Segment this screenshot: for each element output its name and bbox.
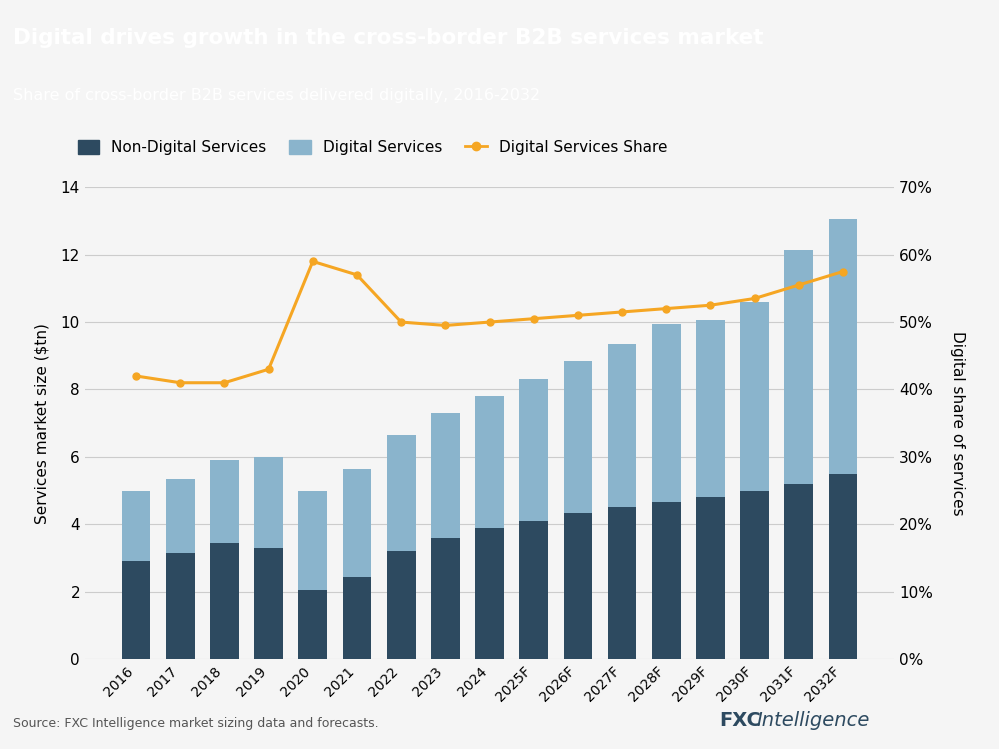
Bar [166,553,195,659]
Bar [343,577,372,659]
Bar [166,479,195,553]
Legend: Non-Digital Services, Digital Services, Digital Services Share: Non-Digital Services, Digital Services, … [78,140,667,156]
Bar [696,497,725,659]
Bar [299,590,327,659]
Bar [607,508,636,659]
Bar [343,469,372,577]
Bar [828,219,857,474]
Bar [652,503,680,659]
Text: Digital drives growth in the cross-border B2B services market: Digital drives growth in the cross-borde… [13,28,763,48]
Bar [696,321,725,497]
Bar [740,491,769,659]
Bar [254,548,283,659]
Text: Source: FXC Intelligence market sizing data and forecasts.: Source: FXC Intelligence market sizing d… [13,718,379,730]
Bar [563,512,592,659]
Bar [607,344,636,508]
Bar [387,551,416,659]
Bar [519,521,548,659]
Text: Share of cross-border B2B services delivered digitally, 2016-2032: Share of cross-border B2B services deliv… [13,88,540,103]
Bar [122,491,151,562]
Bar [652,324,680,503]
Bar [431,538,460,659]
Text: FXC: FXC [719,712,761,730]
Bar [784,484,813,659]
Bar [828,474,857,659]
Bar [299,491,327,590]
Bar [387,435,416,551]
Bar [784,249,813,484]
Bar [740,302,769,491]
Bar [519,380,548,521]
Bar [563,361,592,512]
Bar [210,543,239,659]
Bar [476,527,503,659]
Bar [210,460,239,543]
Text: Intelligence: Intelligence [756,712,869,730]
Bar [431,413,460,538]
Bar [122,562,151,659]
Bar [476,396,503,527]
Y-axis label: Services market size ($tn): Services market size ($tn) [35,323,50,524]
Y-axis label: Digital share of services: Digital share of services [950,331,965,515]
Bar [254,457,283,548]
